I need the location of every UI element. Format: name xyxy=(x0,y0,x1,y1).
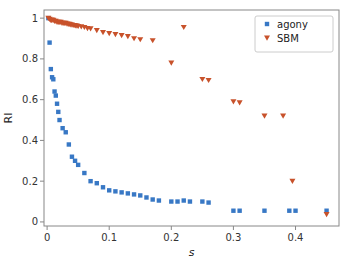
point xyxy=(287,209,291,213)
point xyxy=(94,28,100,33)
point xyxy=(131,36,137,41)
legend-marker xyxy=(264,36,270,41)
point xyxy=(47,40,51,44)
legend-box xyxy=(255,16,333,52)
point xyxy=(106,31,112,36)
x-tick xyxy=(171,226,172,230)
y-axis-label: RI xyxy=(2,113,15,124)
x-tick xyxy=(233,226,234,230)
point xyxy=(55,102,59,106)
point xyxy=(206,78,212,83)
point xyxy=(262,209,266,213)
point xyxy=(289,179,295,184)
legend-label: agony xyxy=(277,19,308,30)
point xyxy=(51,77,55,81)
y-tick-label: 1 xyxy=(32,13,38,24)
point xyxy=(57,118,61,122)
y-tick-label: 0.8 xyxy=(22,53,38,64)
legend-label: SBM xyxy=(277,33,299,44)
point xyxy=(126,191,130,195)
x-tick xyxy=(109,226,110,230)
point xyxy=(132,192,136,196)
y-tick xyxy=(40,18,44,19)
point xyxy=(188,199,192,203)
point xyxy=(138,193,142,197)
point xyxy=(182,198,186,202)
point xyxy=(112,32,118,37)
point xyxy=(280,114,286,119)
x-tick xyxy=(47,226,48,230)
point xyxy=(119,190,123,194)
point xyxy=(119,33,125,38)
point xyxy=(125,34,131,39)
point xyxy=(206,200,210,204)
point xyxy=(107,188,111,192)
x-axis-label: s xyxy=(189,246,195,259)
point xyxy=(231,209,235,213)
point xyxy=(88,26,94,31)
x-tick-label: 0.4 xyxy=(288,232,304,243)
point xyxy=(113,189,117,193)
point xyxy=(76,163,80,167)
y-tick xyxy=(40,181,44,182)
x-tick-label: 0.3 xyxy=(225,232,241,243)
point xyxy=(73,159,77,163)
point xyxy=(150,197,154,201)
point xyxy=(181,25,187,30)
point xyxy=(199,77,205,82)
point xyxy=(64,130,68,134)
point xyxy=(60,126,64,130)
point xyxy=(137,37,143,42)
y-tick-label: 0.4 xyxy=(22,135,38,146)
y-tick xyxy=(40,140,44,141)
x-tick-label: 0.2 xyxy=(163,232,179,243)
point xyxy=(54,93,58,97)
point xyxy=(293,209,297,213)
point xyxy=(237,100,243,105)
point xyxy=(150,38,156,43)
y-tick-label: 0.2 xyxy=(22,176,38,187)
point xyxy=(324,212,330,217)
point xyxy=(49,67,53,71)
point xyxy=(157,198,161,202)
point xyxy=(82,171,86,175)
y-tick xyxy=(40,221,44,222)
point xyxy=(237,209,241,213)
point xyxy=(144,195,148,199)
point xyxy=(101,185,105,189)
point xyxy=(88,179,92,183)
point xyxy=(52,89,56,93)
point xyxy=(261,114,267,119)
point xyxy=(200,199,204,203)
point xyxy=(230,99,236,104)
y-tick xyxy=(40,99,44,100)
legend: agony SBM xyxy=(255,16,333,52)
x-tick-label: 0.1 xyxy=(101,232,117,243)
chart: 0 0.1 0.2 0.3 0.4 0 0.2 0.4 0.6 0.8 1 s RI agony SBM xyxy=(0,0,349,262)
point xyxy=(169,199,173,203)
point xyxy=(175,199,179,203)
point xyxy=(95,181,99,185)
x-tick-label: 0 xyxy=(44,232,50,243)
point xyxy=(168,61,174,66)
point xyxy=(70,155,74,159)
point xyxy=(56,110,60,114)
y-tick-label: 0 xyxy=(32,216,38,227)
x-tick xyxy=(295,226,296,230)
y-tick xyxy=(40,58,44,59)
plot-frame xyxy=(44,10,339,226)
legend-marker xyxy=(265,22,269,26)
point xyxy=(67,142,71,146)
point xyxy=(100,30,106,35)
y-tick-label: 0.6 xyxy=(22,94,38,105)
